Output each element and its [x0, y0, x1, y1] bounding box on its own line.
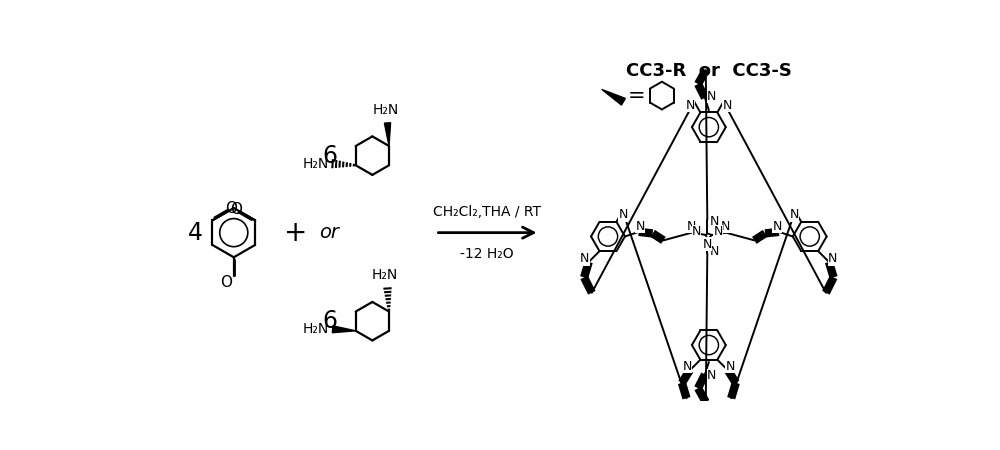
Text: N: N	[692, 225, 701, 238]
Text: +: +	[284, 219, 307, 247]
Text: 4: 4	[188, 220, 203, 245]
Text: N: N	[686, 99, 695, 112]
Text: N: N	[726, 360, 735, 373]
Text: H₂N: H₂N	[302, 322, 329, 336]
Text: O: O	[220, 275, 232, 290]
Text: N: N	[683, 360, 692, 373]
Text: N: N	[636, 220, 645, 233]
Text: N: N	[773, 220, 782, 233]
Text: 6: 6	[323, 144, 338, 168]
Text: CH₂Cl₂,THA / RT: CH₂Cl₂,THA / RT	[433, 205, 541, 219]
Text: =: =	[628, 86, 645, 106]
Text: H₂N: H₂N	[372, 268, 398, 282]
Text: N: N	[703, 238, 712, 251]
Text: CC3-R  or  CC3-S: CC3-R or CC3-S	[626, 62, 792, 80]
Text: 6: 6	[323, 309, 338, 333]
Text: N: N	[580, 252, 590, 266]
Text: N: N	[721, 220, 730, 233]
Text: N: N	[710, 215, 719, 228]
Text: N: N	[707, 90, 717, 103]
Text: N: N	[687, 220, 697, 233]
Polygon shape	[384, 123, 391, 146]
Text: O: O	[225, 201, 237, 216]
Text: N: N	[713, 225, 723, 238]
Text: O: O	[230, 202, 242, 217]
Text: N: N	[723, 99, 732, 112]
Text: N: N	[710, 245, 719, 258]
Text: N: N	[828, 252, 838, 266]
Text: or: or	[319, 223, 339, 242]
Text: N: N	[707, 369, 717, 382]
Polygon shape	[602, 90, 625, 105]
Text: -12 H₂O: -12 H₂O	[460, 247, 514, 261]
Polygon shape	[332, 326, 356, 333]
Text: H₂N: H₂N	[302, 157, 329, 171]
Text: H₂N: H₂N	[373, 103, 399, 117]
Text: N: N	[790, 208, 799, 221]
Text: N: N	[619, 208, 628, 221]
